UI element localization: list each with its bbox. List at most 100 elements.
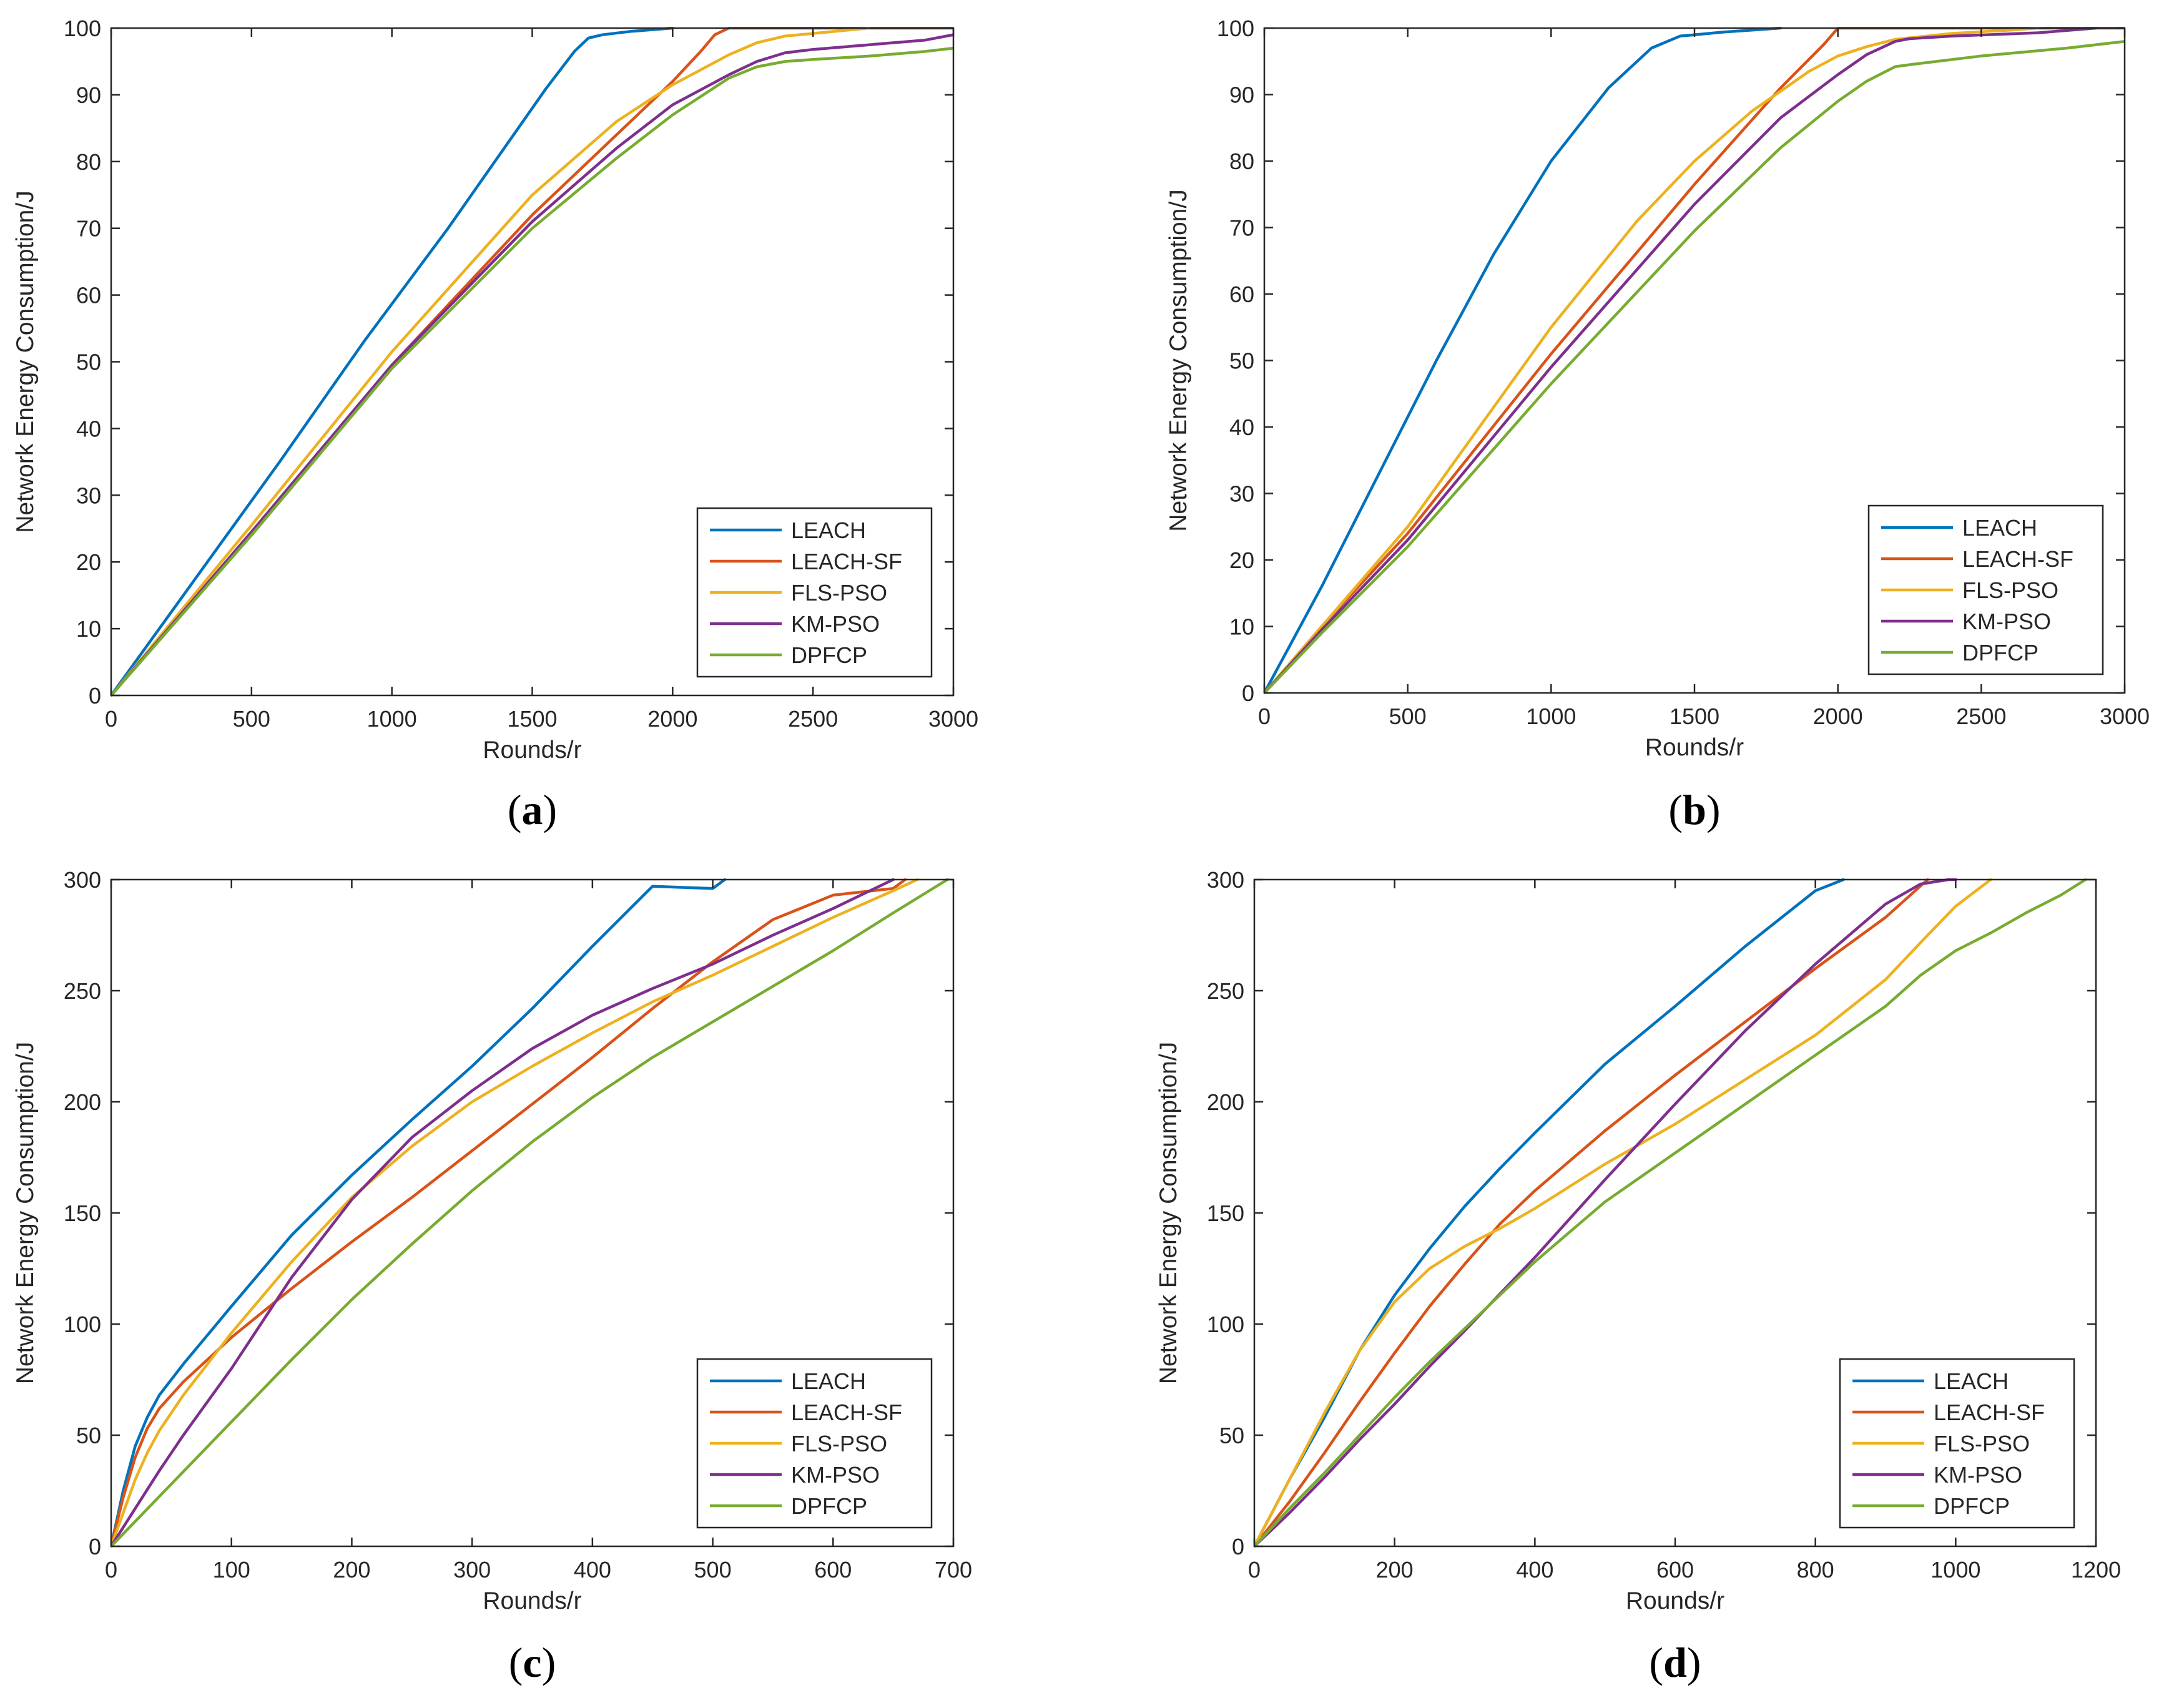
y-tick-label: 40 bbox=[1229, 415, 1254, 440]
x-tick-label: 400 bbox=[1516, 1557, 1553, 1583]
caption-open: ( bbox=[1668, 786, 1683, 833]
y-tick-label: 50 bbox=[1229, 348, 1254, 374]
legend-label: LEACH-SF bbox=[1934, 1400, 2045, 1425]
series-line-dpfcp bbox=[1254, 878, 2087, 1548]
x-tick-label: 600 bbox=[814, 1557, 852, 1583]
y-axis-label: Network Energy Consumption/J bbox=[12, 190, 39, 533]
series-line-leach bbox=[1264, 27, 1783, 694]
x-tick-label: 700 bbox=[935, 1557, 972, 1583]
legend-label: KM-PSO bbox=[1962, 609, 2051, 634]
caption-letter: d bbox=[1663, 1639, 1687, 1686]
x-tick-label: 1200 bbox=[2071, 1557, 2121, 1583]
chart-panel-a: 0 500 1000 1500 2000 2500 3000 0 10 20 30 40 50 60 70 8… bbox=[12, 16, 978, 833]
y-tick-label: 250 bbox=[1207, 978, 1244, 1004]
legend-label: LEACH bbox=[1962, 515, 2037, 541]
x-tick-label: 1500 bbox=[507, 706, 557, 732]
y-tick-label: 80 bbox=[1229, 149, 1254, 174]
x-tick-label: 1000 bbox=[1930, 1557, 1980, 1583]
y-tick-label: 100 bbox=[1217, 16, 1254, 41]
y-tick-label: 20 bbox=[76, 549, 101, 575]
series-lines bbox=[111, 878, 949, 1548]
y-tick-label: 300 bbox=[1207, 867, 1244, 893]
y-tick-label: 60 bbox=[76, 283, 101, 308]
x-tick-label: 3000 bbox=[928, 706, 978, 732]
y-tick-label: 20 bbox=[1229, 547, 1254, 573]
x-axis-label: Rounds/r bbox=[483, 737, 581, 763]
legend: LEACH LEACH-SF FLS-PSO KM-PSO DPFCP bbox=[1867, 504, 2104, 675]
y-tick-label: 60 bbox=[1229, 282, 1254, 307]
x-tick-label: 500 bbox=[1389, 704, 1427, 729]
series-lines bbox=[111, 27, 953, 697]
x-tick-label: 200 bbox=[1376, 1557, 1414, 1583]
legend-label: LEACH-SF bbox=[791, 1400, 902, 1425]
y-tick-label: 50 bbox=[1219, 1423, 1244, 1448]
x-tick-label: 500 bbox=[233, 706, 270, 732]
legend-label: LEACH bbox=[791, 518, 866, 543]
y-tick-label: 0 bbox=[89, 683, 101, 709]
y-tick-label: 10 bbox=[76, 616, 101, 642]
y-tick-label: 250 bbox=[64, 978, 101, 1004]
legend: LEACH LEACH-SF FLS-PSO KM-PSO DPFCP bbox=[1839, 1358, 2075, 1529]
x-tick-label: 0 bbox=[1258, 704, 1271, 729]
legend: LEACH LEACH-SF FLS-PSO KM-PSO DPFCP bbox=[696, 507, 933, 678]
y-axis-label: Network Energy Consumption/J bbox=[1155, 1042, 1182, 1384]
y-axis-label: Network Energy Consumption/J bbox=[1165, 189, 1192, 531]
caption-letter: a bbox=[522, 786, 543, 833]
x-tick-label: 0 bbox=[1248, 1557, 1261, 1583]
x-tick-label: 2000 bbox=[647, 706, 697, 732]
legend-label: KM-PSO bbox=[1934, 1462, 2022, 1488]
panel-caption: (a) bbox=[508, 786, 557, 833]
y-tick-label: 100 bbox=[64, 1312, 101, 1337]
series-line-leach bbox=[1254, 878, 1845, 1548]
caption-close: ) bbox=[1687, 1639, 1701, 1686]
series-line-km-pso bbox=[1254, 878, 1957, 1548]
caption-close: ) bbox=[542, 1639, 556, 1686]
legend-label: FLS-PSO bbox=[1962, 577, 2058, 603]
y-tick-label: 0 bbox=[1232, 1534, 1244, 1559]
series-line-fls-pso bbox=[111, 27, 871, 697]
series-line-km-pso bbox=[1264, 27, 2098, 694]
x-tick-label: 100 bbox=[213, 1557, 250, 1583]
series-line-fls-pso bbox=[111, 878, 919, 1548]
y-tick-label: 40 bbox=[76, 416, 101, 441]
series-line-dpfcp bbox=[111, 878, 949, 1548]
legend-label: FLS-PSO bbox=[1934, 1431, 2030, 1456]
panel-caption: (c) bbox=[509, 1639, 556, 1686]
y-axis-label: Network Energy Consumption/J bbox=[12, 1042, 39, 1384]
legend-label: FLS-PSO bbox=[791, 580, 887, 606]
x-tick-label: 2000 bbox=[1813, 704, 1863, 729]
legend-label: LEACH bbox=[791, 1368, 866, 1394]
x-axis-label: Rounds/r bbox=[483, 1588, 581, 1614]
y-tick-label: 200 bbox=[64, 1089, 101, 1115]
x-tick-label: 3000 bbox=[2100, 704, 2150, 729]
y-tick-label: 150 bbox=[1207, 1200, 1244, 1226]
x-tick-label: 2500 bbox=[1956, 704, 2006, 729]
y-tick-label: 0 bbox=[89, 1534, 101, 1559]
series-line-leach bbox=[111, 878, 727, 1548]
caption-open: ( bbox=[509, 1639, 523, 1686]
x-tick-label: 300 bbox=[453, 1557, 491, 1583]
y-tick-label: 80 bbox=[76, 149, 101, 175]
x-tick-label: 2500 bbox=[788, 706, 838, 732]
series-line-km-pso bbox=[111, 878, 895, 1548]
y-tick-label: 90 bbox=[1229, 82, 1254, 108]
legend: LEACH LEACH-SF FLS-PSO KM-PSO DPFCP bbox=[696, 1358, 933, 1529]
y-tick-label: 50 bbox=[76, 350, 101, 375]
x-axis-label: Rounds/r bbox=[1645, 734, 1744, 761]
series-line-fls-pso bbox=[1264, 27, 2040, 694]
legend-label: DPFCP bbox=[791, 642, 867, 668]
legend-label: KM-PSO bbox=[791, 611, 880, 637]
caption-letter: c bbox=[523, 1639, 541, 1686]
x-axis-label: Rounds/r bbox=[1626, 1588, 1724, 1614]
y-tick-label: 0 bbox=[1242, 680, 1254, 706]
x-tick-label: 1500 bbox=[1670, 704, 1719, 729]
chart-panel-b: 0 500 1000 1500 2000 2500 3000 0 10 20 30 40 50 60 70 8… bbox=[1165, 16, 2150, 833]
y-tick-label: 90 bbox=[76, 82, 101, 108]
series-line-dpfcp bbox=[1264, 40, 2125, 694]
x-tick-label: 0 bbox=[105, 706, 117, 732]
y-tick-label: 30 bbox=[1229, 481, 1254, 507]
legend-label: LEACH-SF bbox=[1962, 546, 2073, 572]
caption-close: ) bbox=[543, 786, 558, 833]
legend-label: LEACH bbox=[1934, 1368, 2009, 1394]
